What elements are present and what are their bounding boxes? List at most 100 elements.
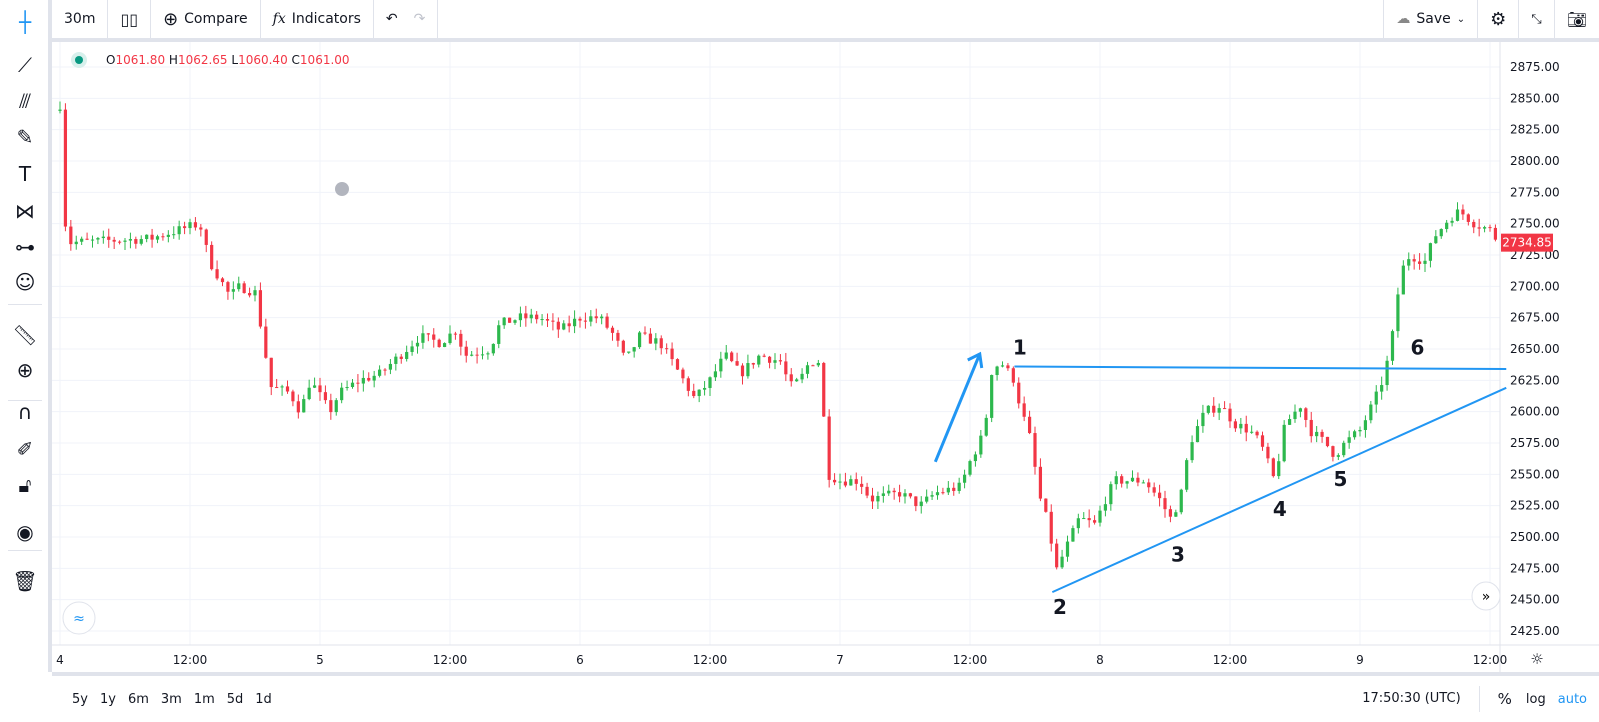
market-status-icon[interactable]: [75, 56, 83, 64]
auto-toggle[interactable]: auto: [1557, 691, 1587, 707]
percent-toggle[interactable]: %: [1497, 690, 1512, 708]
candle-body: [448, 333, 452, 344]
brush-icon[interactable]: ✎: [16, 125, 34, 149]
trash-icon[interactable]: 🗑︎: [12, 569, 38, 593]
candle-body: [1006, 365, 1010, 369]
candle-body: [1000, 365, 1005, 367]
interval-button[interactable]: 30m: [52, 0, 109, 38]
measure-icon[interactable]: ⊶: [15, 235, 35, 259]
candle-body: [1082, 518, 1086, 520]
candle-body: [470, 354, 474, 356]
candle-body: [1488, 227, 1492, 229]
snapshot-button[interactable]: 📷︎: [1555, 0, 1599, 38]
candle-body: [1065, 541, 1070, 557]
unlock-icon[interactable]: 🔓︎: [18, 473, 32, 497]
rising-trend-line[interactable]: [1051, 386, 1507, 594]
candle-body: [897, 492, 902, 497]
magnet-icon[interactable]: ∩: [17, 400, 33, 424]
undo-icon[interactable]: ↶: [385, 11, 398, 27]
pattern-icon[interactable]: ⋈: [15, 199, 35, 223]
candle-body: [1461, 209, 1465, 215]
range-6m[interactable]: 6m: [127, 691, 149, 707]
time-tick-label: 12:00: [1213, 653, 1248, 667]
pattern-point-label[interactable]: 2: [1053, 595, 1067, 619]
candle-body: [345, 387, 349, 389]
pattern-point-label[interactable]: 6: [1410, 335, 1424, 359]
range-1m[interactable]: 1m: [193, 691, 215, 707]
candle-body: [426, 333, 430, 335]
candle-body: [545, 319, 550, 321]
candle-body: [372, 375, 376, 381]
candle-body: [784, 361, 788, 375]
candle-body: [610, 327, 615, 333]
candle-body: [90, 239, 95, 241]
candle-body: [237, 283, 241, 290]
zoom-in-icon[interactable]: ⊕: [16, 358, 34, 382]
candle-body: [524, 313, 528, 319]
candle-body: [172, 234, 176, 236]
fib-icon[interactable]: ⫻: [19, 89, 31, 113]
candle-body: [361, 377, 365, 384]
candle-body: [247, 293, 252, 296]
range-5y[interactable]: 5y: [72, 691, 88, 707]
candle-body: [572, 318, 577, 327]
candle-body: [399, 356, 403, 359]
candle-body: [63, 109, 68, 227]
scroll-to-realtime-button[interactable]: [1471, 581, 1501, 611]
pattern-point-label[interactable]: 5: [1334, 467, 1348, 491]
candle-body: [762, 355, 766, 357]
range-3m[interactable]: 3m: [160, 691, 182, 707]
candle-body: [773, 360, 777, 363]
compare-label: Compare: [184, 11, 248, 27]
log-toggle[interactable]: log: [1525, 691, 1546, 707]
compare-button[interactable]: ⊕ Compare: [151, 0, 261, 38]
indicators-button[interactable]: fx Indicators: [261, 0, 374, 38]
candle-body: [74, 241, 78, 245]
candle-body: [551, 320, 555, 322]
range-1d[interactable]: 1d: [255, 691, 272, 707]
candle-body: [1233, 421, 1238, 429]
help-icon[interactable]: [335, 182, 349, 196]
settings-button[interactable]: ⚙: [1478, 0, 1520, 38]
lock-drawing-icon[interactable]: ✐: [16, 437, 34, 461]
price-axis[interactable]: [1500, 42, 1599, 672]
candle-body: [507, 317, 512, 323]
trend-line-icon[interactable]: ⟋: [18, 53, 32, 77]
horizontal-resistance-line[interactable]: [1014, 365, 1507, 371]
candle-body: [540, 319, 544, 321]
candle-body: [962, 474, 967, 483]
candle-body: [600, 316, 604, 319]
candle-body: [854, 479, 858, 484]
fullscreen-button[interactable]: ⤡: [1519, 0, 1555, 38]
candle-body: [1428, 243, 1433, 261]
bottom-bar: 5y 1y 6m 3m 1m 5d 1d 17:50:30 (UTC) % log auto: [52, 672, 1599, 722]
candle-body: [1472, 221, 1476, 228]
arrow-line[interactable]: [933, 353, 982, 463]
candle-body: [1157, 492, 1162, 499]
emoji-icon[interactable]: ☺: [14, 270, 36, 294]
range-1y[interactable]: 1y: [99, 691, 116, 707]
range-5d[interactable]: 5d: [226, 691, 244, 707]
eye-icon[interactable]: ◉: [16, 520, 34, 544]
candle-body: [323, 392, 328, 401]
clock: 17:50:30 (UTC): [1362, 686, 1480, 712]
ruler-icon[interactable]: 📏︎: [12, 323, 38, 347]
price-chart[interactable]: 2425.00 2450.00 2475.00 2500.00 2525.00 2550.…: [52, 42, 1599, 672]
candle-body: [502, 317, 506, 326]
crosshair-icon[interactable]: ┼: [18, 10, 32, 34]
pattern-point-label[interactable]: 3: [1171, 542, 1185, 566]
text-icon[interactable]: T: [18, 162, 32, 186]
candle-body: [805, 365, 810, 374]
chart-type-button[interactable]: ▯▯: [108, 0, 152, 38]
candle-body: [735, 361, 739, 366]
axis-settings-icon[interactable]: ☼: [1530, 650, 1543, 668]
redo-icon[interactable]: ↷: [413, 11, 426, 27]
candle-body: [1320, 431, 1324, 437]
chevron-down-icon[interactable]: ⌄: [1456, 13, 1466, 25]
save-button[interactable]: ☁ Save ⌄: [1383, 0, 1479, 38]
candle-body: [1109, 484, 1113, 505]
pattern-point-label[interactable]: 1: [1013, 335, 1027, 359]
candle-body: [1190, 442, 1194, 461]
tradingview-logo-icon[interactable]: [62, 601, 96, 635]
pattern-point-label[interactable]: 4: [1273, 497, 1287, 521]
